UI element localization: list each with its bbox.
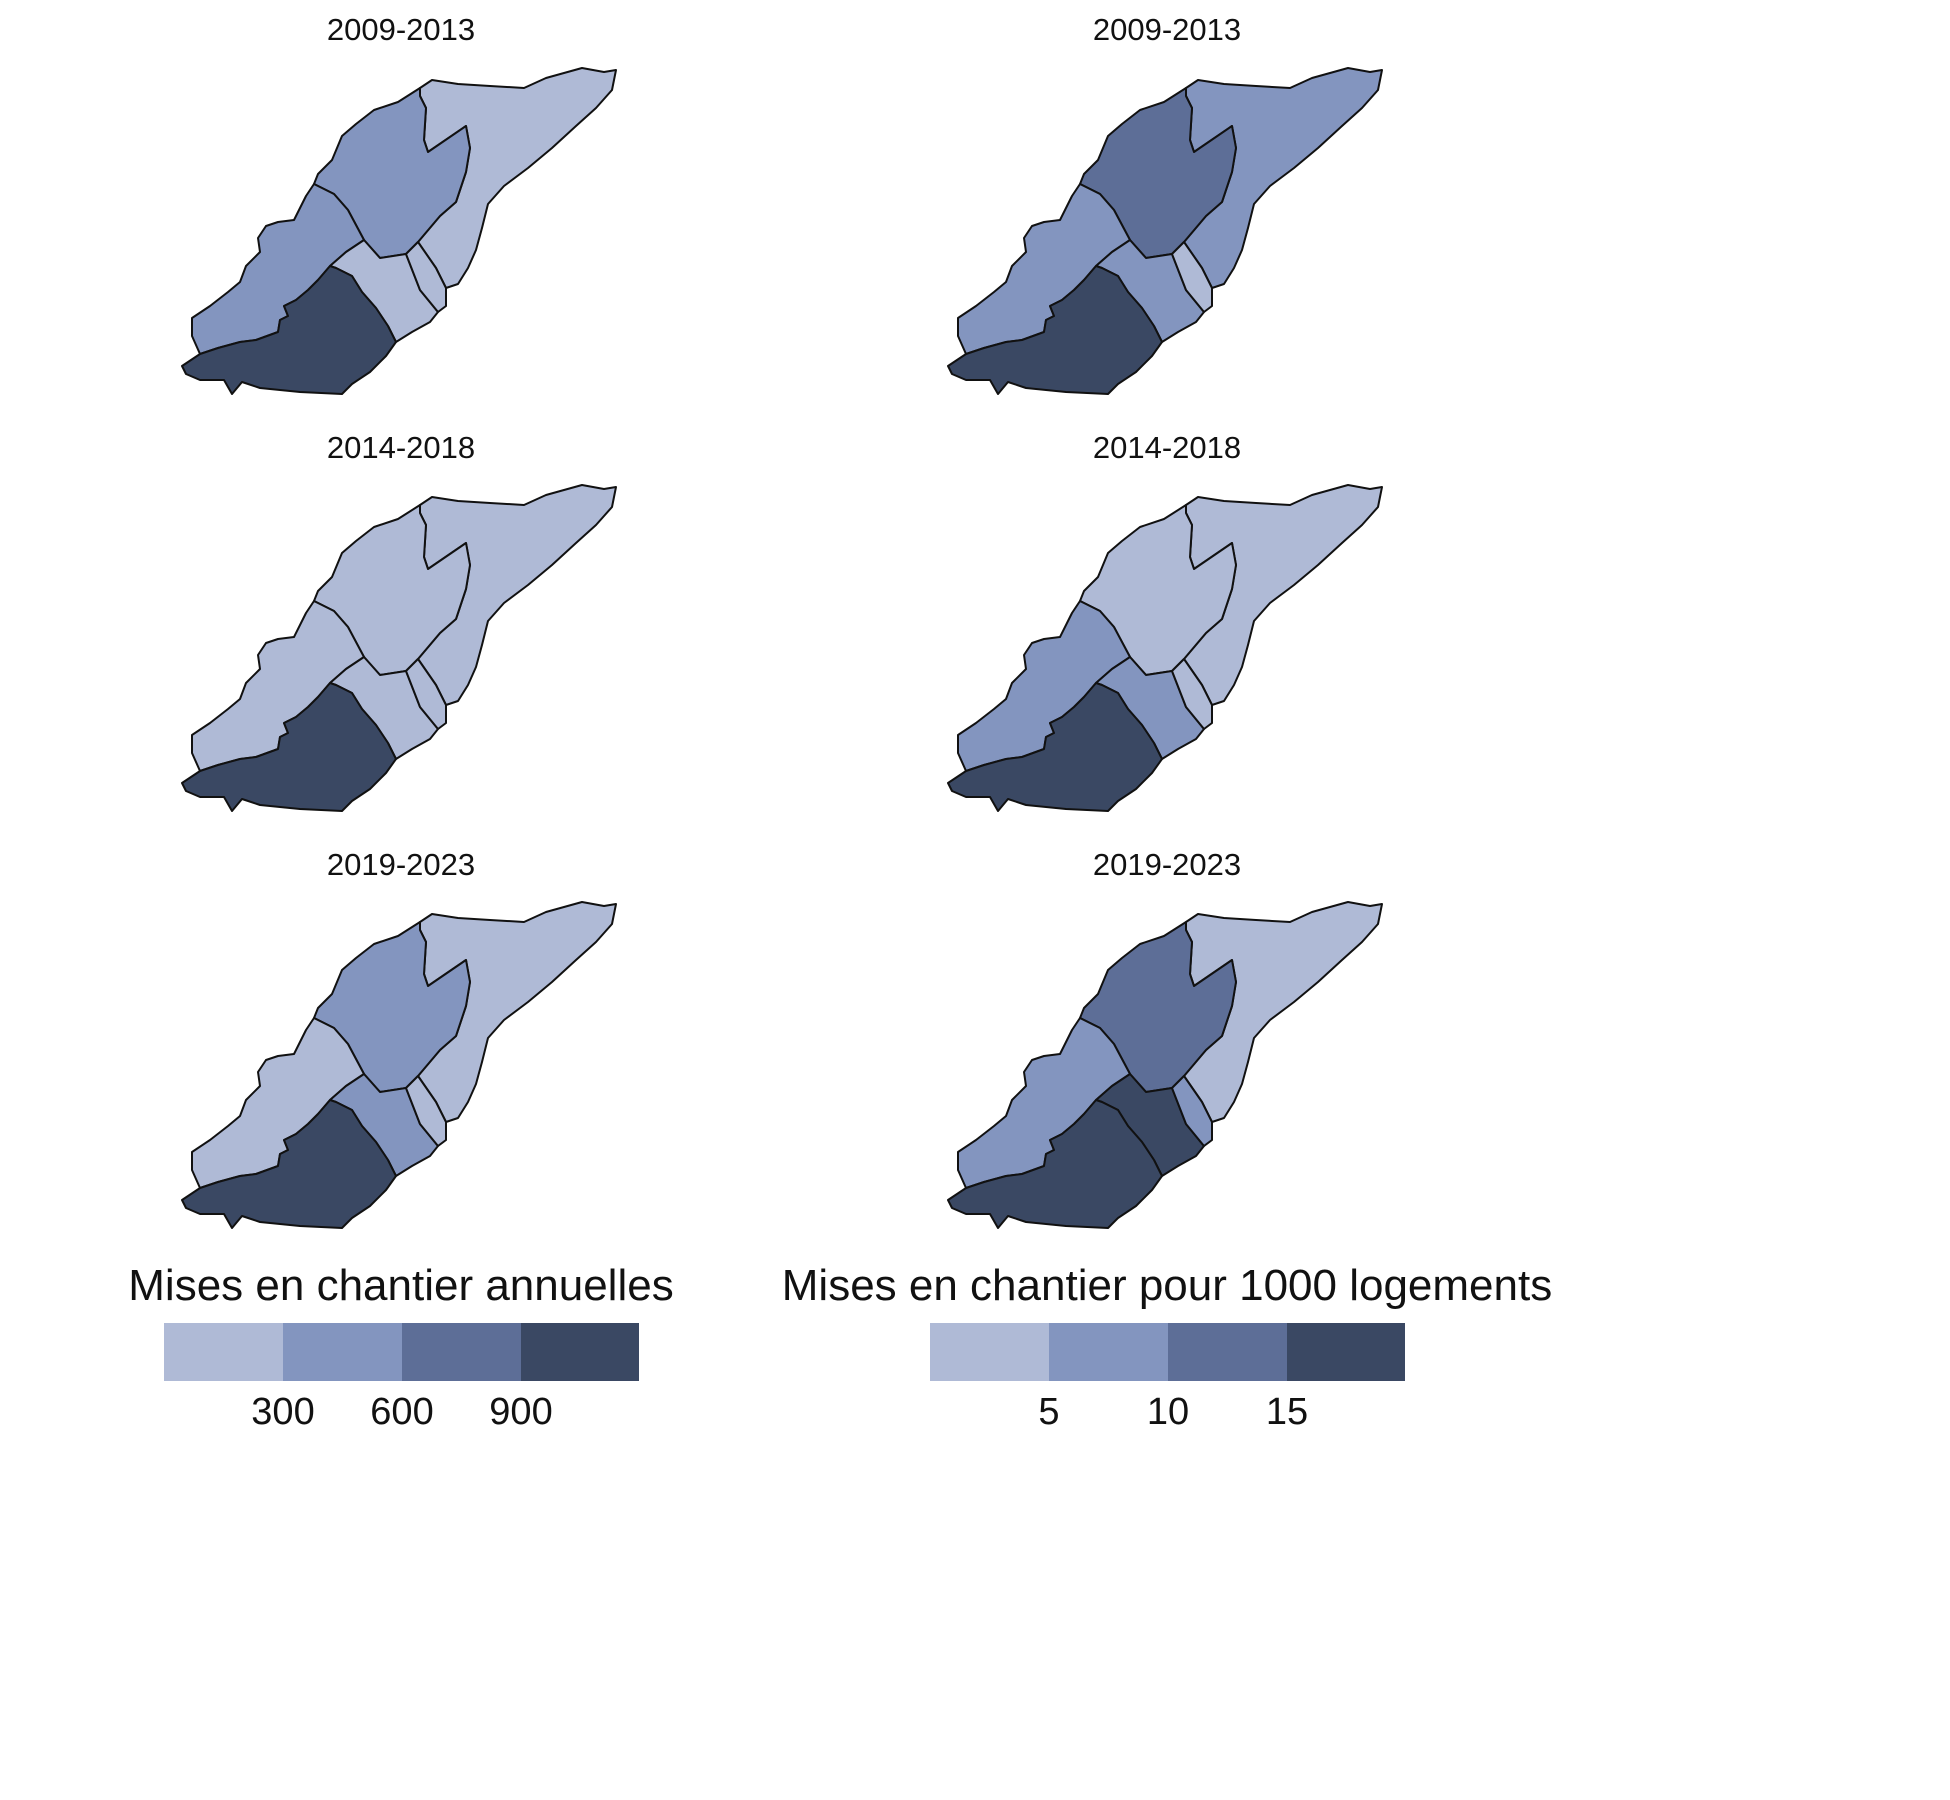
district-east-small: [405, 658, 447, 730]
legend-annual-title: Mises en chantier annuelles: [128, 1261, 673, 1310]
map-panel-4: [947, 484, 1383, 812]
legend-per-1000-tick-2: 10: [1147, 1391, 1189, 1433]
legend-annual-swatch-2: [283, 1323, 402, 1381]
map-panel-6: [947, 901, 1383, 1229]
district-southwest: [181, 682, 397, 812]
legend-per-1000-swatch-4: [1287, 1323, 1405, 1381]
map-panel-3: [181, 484, 617, 812]
legend-per-1000-swatch-2: [1049, 1323, 1168, 1381]
legend-annual-tick-3: 900: [489, 1391, 552, 1433]
district-southwest: [947, 265, 1163, 395]
district-east-small: [1171, 658, 1213, 730]
legend-annual-swatch-4: [521, 1323, 639, 1381]
legend-per-1000-swatch-1: [930, 1323, 1049, 1381]
legend-per-1000: Mises en chantier pour 1000 logements 5 …: [782, 1261, 1552, 1433]
legend-per-1000-title: Mises en chantier pour 1000 logements: [782, 1261, 1552, 1310]
panel-title-2: 2009-2013: [1093, 12, 1241, 47]
legend-annual: Mises en chantier annuelles 300 600 900: [128, 1261, 673, 1433]
panel-title-1: 2009-2013: [327, 12, 475, 47]
panel-title-5: 2019-2023: [327, 847, 475, 882]
legend-annual-tick-1: 300: [251, 1391, 314, 1433]
district-east-small: [405, 1075, 447, 1147]
district-southwest: [181, 265, 397, 395]
district-east-small: [1171, 241, 1213, 313]
map-panel-2: [947, 67, 1383, 395]
legend-annual-tick-2: 600: [370, 1391, 433, 1433]
district-southwest: [947, 682, 1163, 812]
map-panel-5: [181, 901, 617, 1229]
map-panel-1: [181, 67, 617, 395]
district-east-small: [405, 241, 447, 313]
district-southwest: [947, 1099, 1163, 1229]
legend-annual-swatch-3: [402, 1323, 521, 1381]
legend-per-1000-swatch-3: [1168, 1323, 1287, 1381]
legend-annual-swatch-1: [164, 1323, 283, 1381]
panel-title-6: 2019-2023: [1093, 847, 1241, 882]
panel-title-4: 2014-2018: [1093, 430, 1241, 465]
panel-title-3: 2014-2018: [327, 430, 475, 465]
legend-per-1000-tick-3: 15: [1266, 1391, 1308, 1433]
district-east-small: [1171, 1075, 1213, 1147]
legend-per-1000-tick-1: 5: [1038, 1391, 1059, 1433]
district-southwest: [181, 1099, 397, 1229]
